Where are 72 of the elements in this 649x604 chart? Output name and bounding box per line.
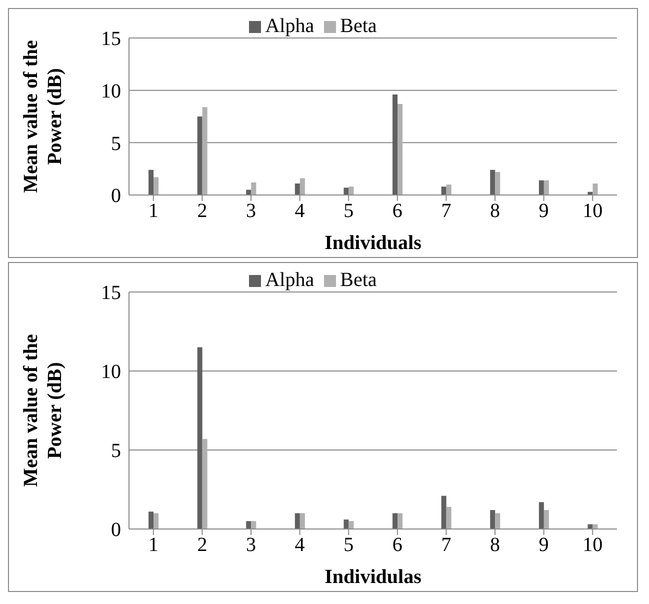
bar: [197, 116, 202, 195]
y-tick-label: 10: [101, 80, 121, 102]
y-tick-label: 0: [111, 185, 121, 208]
legend-label: Beta: [340, 269, 377, 291]
y-tick-label: 5: [111, 132, 121, 155]
bar: [490, 170, 496, 195]
x-tick-label: 1: [148, 534, 158, 556]
y-tick-label: 15: [101, 28, 121, 50]
x-tick-label: 1: [148, 200, 158, 222]
y-tick-label: 10: [101, 361, 121, 384]
legend-label: Alpha: [265, 15, 314, 37]
bar: [495, 172, 500, 195]
y-axis-title: Mean value of the Power (dB): [20, 40, 66, 193]
bar: [348, 521, 354, 529]
legend-label: Beta: [340, 15, 377, 37]
bar: [348, 186, 354, 195]
x-tick-label: 7: [441, 534, 452, 556]
bar: [344, 188, 349, 195]
x-axis-title: Individulas: [324, 566, 422, 588]
bar: [538, 180, 544, 195]
x-tick-label: 7: [441, 200, 452, 222]
bar: [344, 520, 349, 529]
bar: [197, 347, 202, 529]
bar: [398, 513, 403, 529]
bar: [490, 510, 496, 529]
x-tick-label: 6: [392, 534, 402, 556]
y-tick-label: 15: [101, 282, 121, 304]
bar: [398, 104, 403, 195]
bar: [294, 183, 300, 195]
bar: [202, 107, 208, 195]
x-tick-label: 4: [294, 534, 305, 556]
bar: [148, 512, 154, 529]
bar: [246, 521, 252, 529]
x-tick-label: 4: [294, 200, 305, 222]
x-axis-title: Individuals: [324, 232, 422, 254]
bar: [392, 513, 398, 529]
x-tick-label: 5: [344, 200, 354, 222]
bar: [544, 510, 549, 529]
bar: [294, 513, 300, 529]
bar: [300, 513, 305, 529]
x-tick-label: 9: [538, 200, 549, 222]
y-tick-label: 5: [111, 440, 121, 462]
bar: [202, 438, 208, 529]
bar: [544, 180, 549, 195]
bar: [148, 170, 154, 195]
bar: [154, 177, 159, 195]
bar: [392, 94, 398, 195]
y-tick-label: 0: [111, 519, 121, 542]
x-tick-label: 8: [490, 200, 500, 222]
bar: [251, 521, 256, 529]
bar: [441, 186, 446, 195]
y-axis-title: Mean value of the Power (dB): [20, 334, 66, 487]
x-tick-label: 8: [490, 534, 500, 556]
bar: [446, 506, 452, 529]
x-tick-label: 3: [246, 534, 256, 556]
bar: [251, 182, 256, 195]
legend-label: Alpha: [265, 269, 314, 291]
bar: [538, 502, 544, 529]
bar: [154, 513, 159, 529]
bar: [495, 513, 500, 529]
x-tick-label: 6: [392, 200, 402, 222]
x-tick-label: 5: [344, 534, 354, 556]
x-tick-label: 9: [538, 534, 549, 556]
bar: [592, 183, 598, 195]
bar: [441, 496, 446, 529]
x-tick-label: 10: [582, 200, 603, 222]
bar: [300, 178, 305, 195]
x-tick-label: 2: [197, 200, 208, 222]
bar: [446, 184, 452, 195]
x-tick-label: 10: [582, 534, 603, 556]
x-tick-label: 3: [246, 200, 256, 222]
x-tick-label: 2: [197, 534, 208, 556]
